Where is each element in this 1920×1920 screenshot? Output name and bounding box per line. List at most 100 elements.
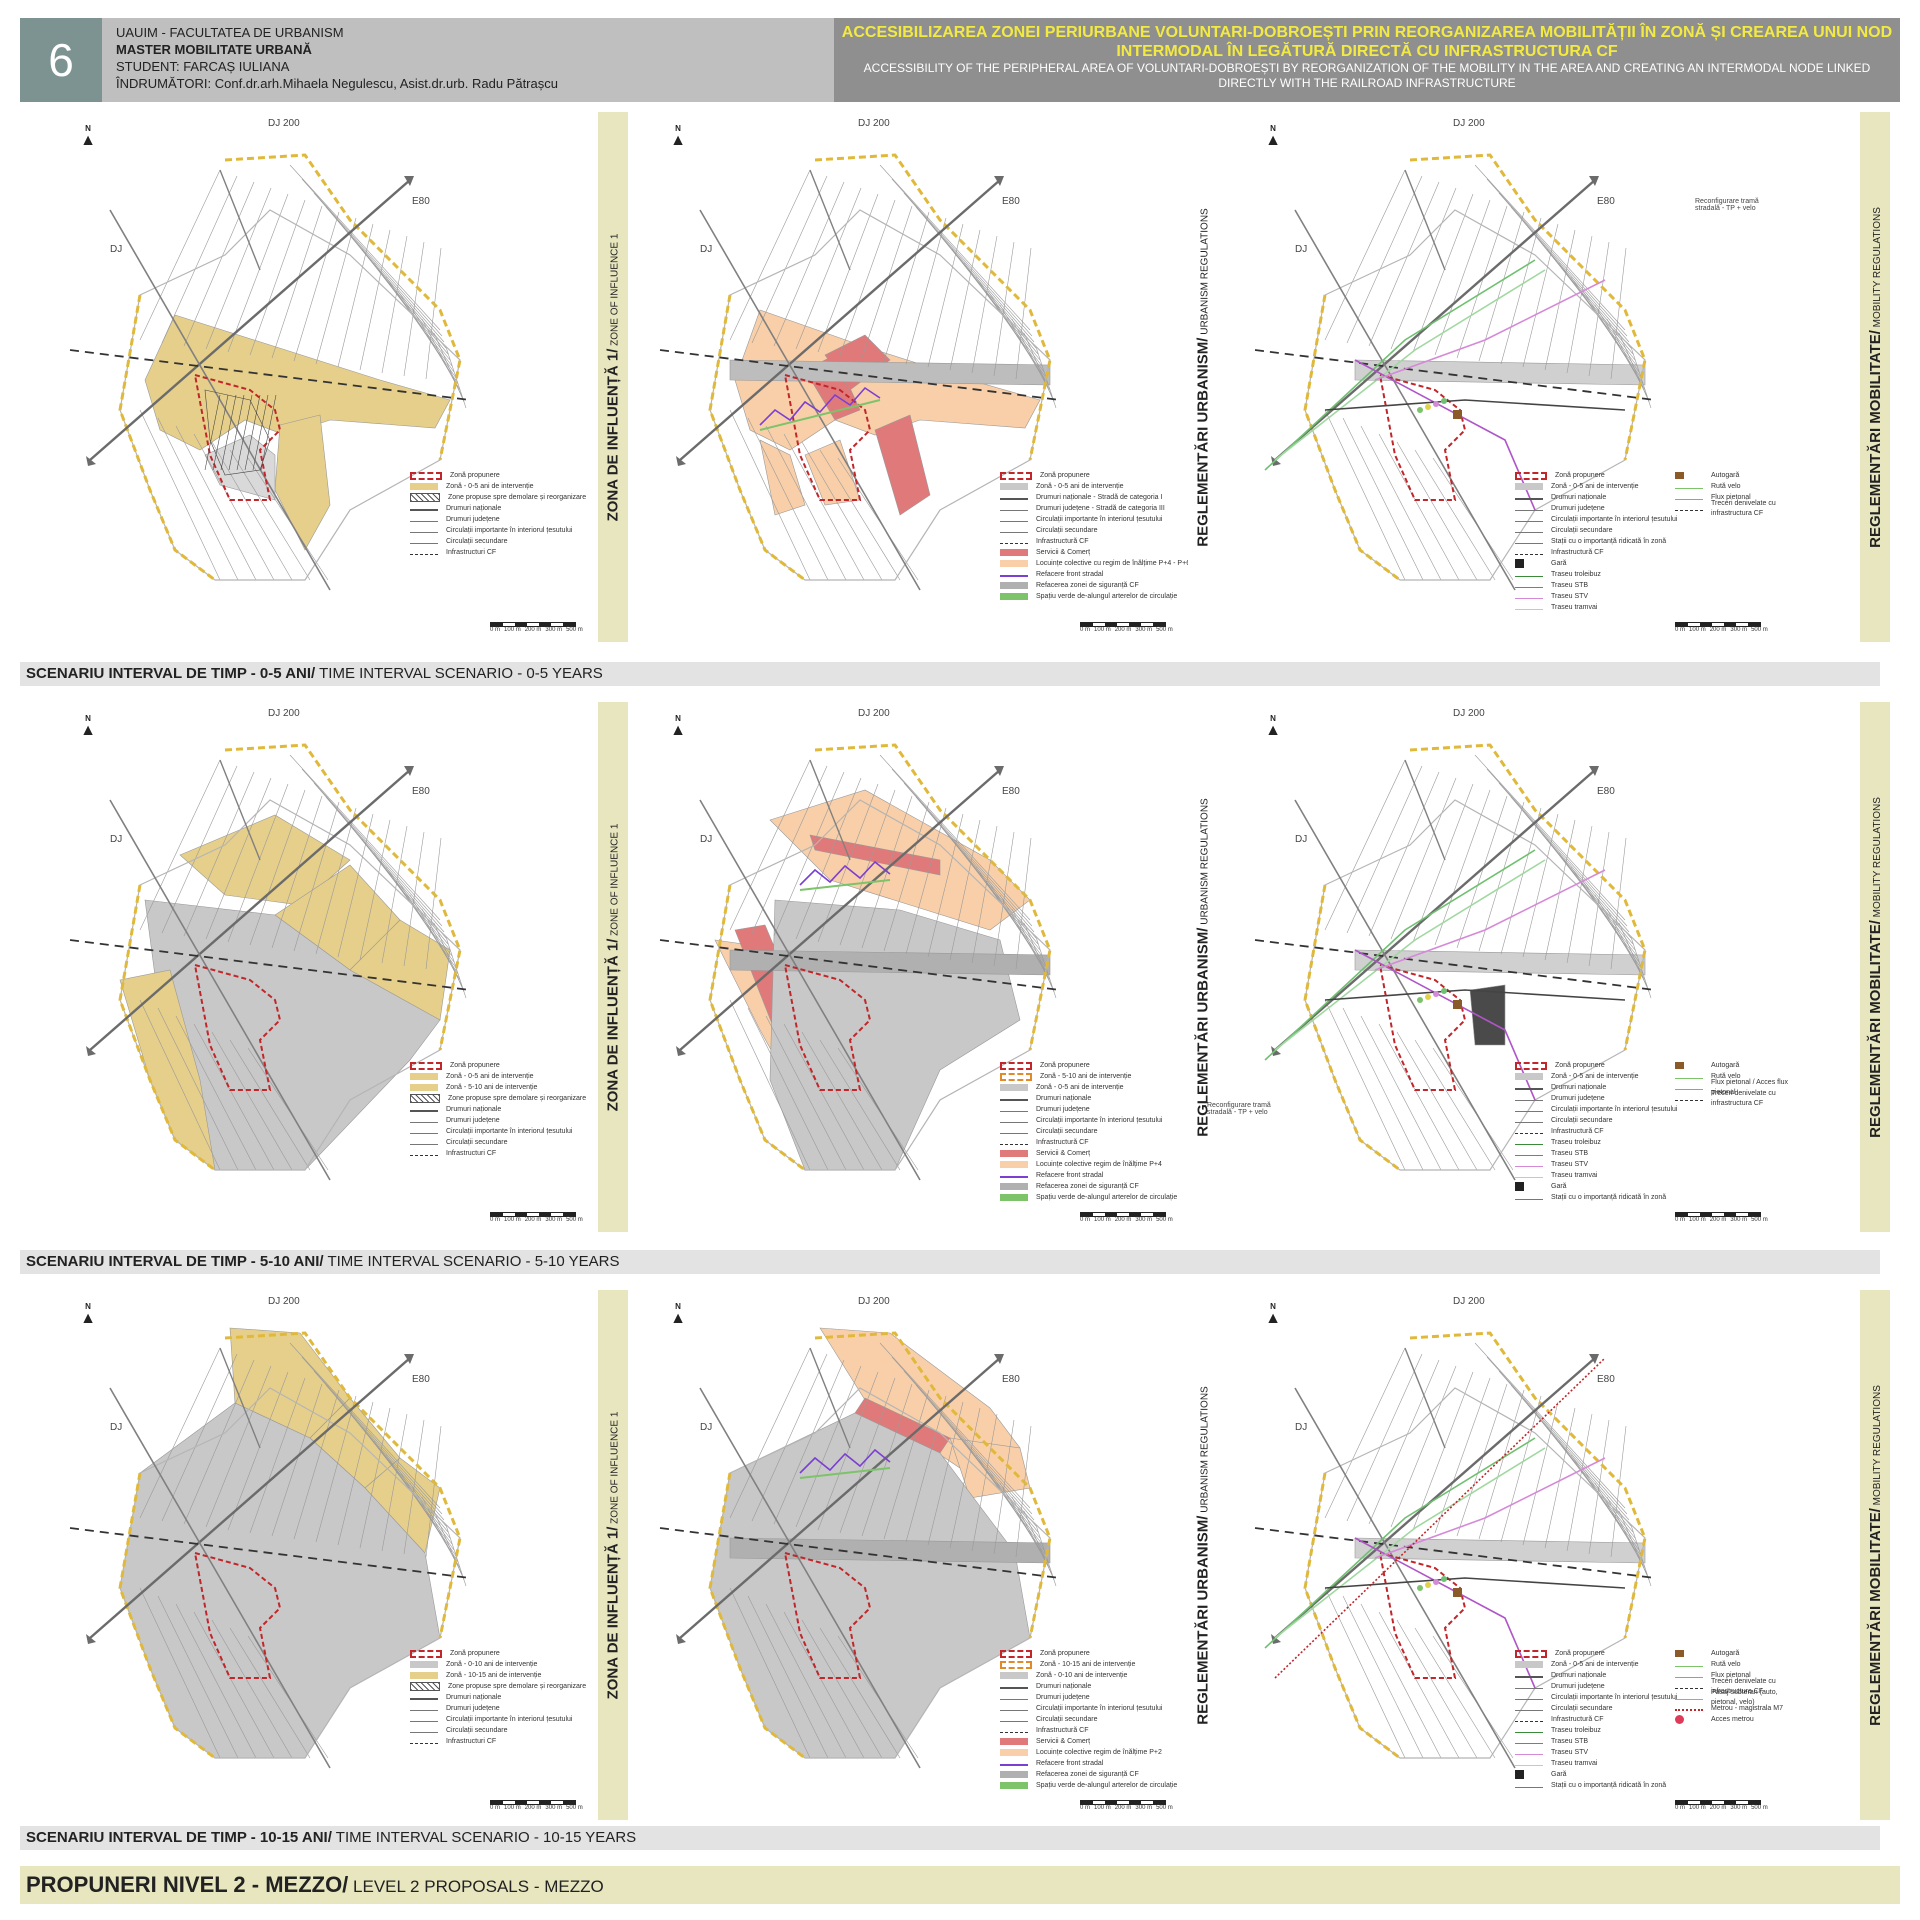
legend-swatch <box>1675 496 1703 500</box>
column-title-mob: REGLEMENTĂRI MOBILITATE/ MOBILITY REGULA… <box>1860 1290 1890 1820</box>
scale-bar: 0 m 100 m 200 m 300 m 500 m <box>490 622 583 633</box>
scale-tick: 300 m <box>545 627 563 633</box>
legend-label: Treceri denivelate cu infrastructura CF <box>1711 499 1776 517</box>
map-label-dj200: DJ 200 <box>268 118 300 129</box>
legend-item: Autogară <box>1675 470 1790 481</box>
legend-swatch <box>1000 1782 1028 1789</box>
railway-cf <box>69 1527 471 1579</box>
legend-label: Zonă propunere <box>450 1649 500 1657</box>
legend-item: Zonă - 10-15 ani de intervenție <box>1000 1659 1177 1670</box>
legend-swatch <box>410 540 438 544</box>
legend-label: Zonă - 0-5 ani de intervenție <box>446 1072 534 1080</box>
scale-tick: 0 m <box>1080 1217 1091 1223</box>
scale-tick: 500 m <box>566 1217 583 1223</box>
map-label-dj: DJ <box>110 1422 123 1433</box>
north-arrow-icon: N ▲ <box>80 124 96 149</box>
legend-item: Traseu troleibuz <box>1515 569 1677 580</box>
legend-label: Circulații secundare <box>446 1726 508 1734</box>
stop-marker <box>1417 1585 1423 1591</box>
legend-label: Zonă propunere <box>450 471 500 479</box>
map-legend: Zonă propunere Zonă - 0-10 ani de interve… <box>410 1648 586 1747</box>
column-title-urb: REGLEMENTĂRI URBANISM/ URBANISM REGULATI… <box>1188 1290 1218 1820</box>
road-dj200 <box>1404 759 1446 861</box>
north-label: N <box>85 714 91 723</box>
legend-label: Stații cu o importanță ridicată în zonă <box>1551 1781 1667 1789</box>
advisors-line: ÎNDRUMĂTORI: Conf.dr.arh.Mihaela Negules… <box>116 76 558 91</box>
railway-cf <box>69 349 471 401</box>
legend-swatch <box>1515 518 1543 522</box>
railway-cf <box>659 1527 1061 1579</box>
legend-item: Circulații secundare <box>1515 525 1677 536</box>
scale-tick: 300 m <box>1135 1217 1153 1223</box>
scale-tick: 200 m <box>1114 627 1132 633</box>
scale-tick: 500 m <box>1751 627 1768 633</box>
legend-swatch <box>1515 1784 1543 1788</box>
boundary-dashed <box>224 1331 462 1639</box>
map-legend: Zonă propunere Zonă - 0-5 ani de interven… <box>1515 1648 1677 1791</box>
legend-item: Locuințe colective regim de înălțime P+2 <box>1000 1747 1177 1758</box>
legend-swatch <box>1515 584 1543 588</box>
legend-item: Infrastructură CF <box>1515 1126 1677 1137</box>
boundary-dashed <box>118 884 216 1172</box>
legend-label: Zonă - 0-10 ani de intervenție <box>446 1660 538 1668</box>
legend-label: Traseu troleibuz <box>1551 570 1601 578</box>
scenario-label-0-5: SCENARIU INTERVAL DE TIMP - 0-5 ANI/ TIM… <box>20 662 1880 686</box>
legend-item: Traseu tramvai <box>1515 1758 1677 1769</box>
legend-label: Infrastructură CF <box>1551 1715 1604 1723</box>
legend-label: Rută velo <box>1711 482 1741 490</box>
legend-swatch <box>1675 1685 1703 1689</box>
legend-label: Circulații importante în interiorul țesu… <box>446 526 573 534</box>
scale-tick: 300 m <box>545 1217 563 1223</box>
parcel-lines <box>139 164 467 581</box>
legend-swatch <box>1000 1096 1028 1101</box>
railway-cf <box>659 939 1061 991</box>
road-dj200 <box>1404 169 1446 271</box>
legend-item: Infrastructuri CF <box>410 1736 586 1747</box>
legend-item: Rută velo <box>1675 1659 1790 1670</box>
legend-swatch <box>1515 1740 1543 1744</box>
legend-swatch <box>1515 1152 1543 1156</box>
legend-item: Drumuri județene <box>1515 1681 1677 1692</box>
north-label: N <box>675 124 681 133</box>
legend-swatch <box>1515 507 1543 511</box>
legend-item: Circulații secundare <box>410 1725 586 1736</box>
scale-tick: 200 m <box>524 1217 542 1223</box>
legend-label: Circulații secundare <box>446 1138 508 1146</box>
north-label: N <box>675 1302 681 1311</box>
legend-swatch <box>1515 495 1543 500</box>
scale-bar: 0 m 100 m 200 m 300 m 500 m <box>1675 1800 1768 1811</box>
boundary-dashed <box>1409 743 1647 1051</box>
university-label: UAUIM - FACULTATEA DE URBANISM <box>116 25 344 40</box>
transit-route <box>1324 399 1626 411</box>
legend-item: Circulații importante în interiorul țesu… <box>1000 514 1190 525</box>
legend-swatch <box>1515 1707 1543 1711</box>
urb-zone-fill <box>729 359 1051 386</box>
legend-swatch <box>410 1084 438 1091</box>
legend-swatch <box>1675 1062 1684 1069</box>
legend-swatch <box>410 1695 438 1700</box>
scale-tick: 0 m <box>1675 627 1686 633</box>
legend-item: Circulații importante în interiorul țesu… <box>1000 1115 1177 1126</box>
proposal-zone <box>783 1551 872 1679</box>
legend-label: Refacere front stradal <box>1036 570 1104 578</box>
legend-item: Refacere front stradal <box>1000 1170 1177 1181</box>
north-arrow-icon: N ▲ <box>80 1302 96 1327</box>
legend-label: Refacerea zonei de siguranță CF <box>1036 1770 1139 1778</box>
legend-item: Servicii & Comerț <box>1000 547 1190 558</box>
parcel-lines <box>729 1342 1057 1759</box>
legend-label: Metrou - magistrala M7 <box>1711 1704 1783 1712</box>
legend-item: Drumuri județene <box>1515 1093 1677 1104</box>
sheet-number: 6 <box>20 18 102 102</box>
legend-label: Drumuri județene <box>446 1704 500 1712</box>
road-dj200 <box>809 1347 851 1449</box>
boundary-dashed <box>708 884 806 1172</box>
legend-item: Infrastructuri CF <box>410 547 586 558</box>
legend-swatch <box>410 1061 442 1070</box>
mob-zone-fill <box>1354 359 1646 386</box>
column-title-mob: REGLEMENTĂRI MOBILITATE/ MOBILITY REGULA… <box>1860 702 1890 1232</box>
legend-item: Zonă propunere <box>1000 470 1190 481</box>
scale-tick: 200 m <box>1114 1217 1132 1223</box>
legend-item: Refacere front stradal <box>1000 1758 1177 1769</box>
legend-swatch <box>1675 1696 1703 1700</box>
legend-swatch <box>1000 1130 1028 1134</box>
